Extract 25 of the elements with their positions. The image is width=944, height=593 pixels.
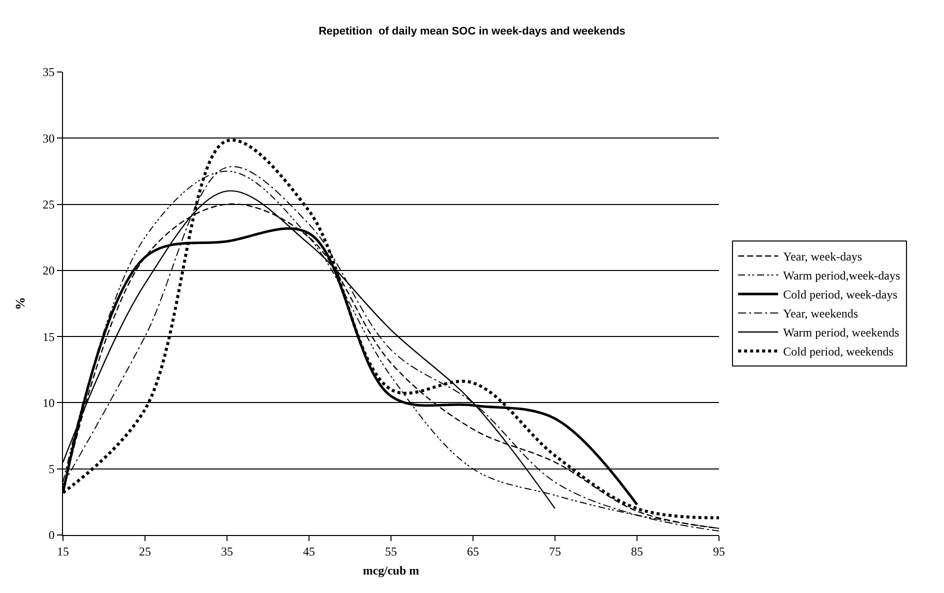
legend-label: Warm period,week-days: [783, 268, 900, 283]
y-tick-label: 0: [48, 528, 55, 542]
legend-label: Year, week-days: [783, 250, 862, 264]
y-tick-label: 30: [42, 131, 55, 146]
y-tick-label: 25: [42, 197, 55, 212]
chart-title: Repetition of daily mean SOC in week-days and weekends: [318, 25, 626, 38]
x-tick-label: 35: [221, 544, 233, 558]
x-axis-title: mcg/cub m: [362, 563, 420, 578]
x-tick-label: 95: [713, 544, 725, 558]
x-tick-label: 85: [631, 544, 643, 558]
x-tick-label: 55: [385, 544, 397, 558]
legend-label: Cold period, week-days: [783, 288, 898, 302]
y-tick-label: 20: [42, 264, 55, 278]
legend-label: Year, weekends: [783, 306, 858, 321]
y-axis-title: %: [12, 297, 28, 310]
x-tick-label: 45: [303, 544, 315, 558]
legend-label: Warm period, weekends: [783, 326, 900, 340]
legend-label: Cold period, weekends: [783, 344, 894, 359]
y-tick-label: 10: [42, 396, 55, 410]
y-tick-label: 35: [42, 65, 55, 80]
y-tick-label: 5: [48, 462, 55, 476]
y-tick-label: 15: [42, 330, 55, 344]
x-tick-label: 25: [139, 544, 151, 558]
x-tick-label: 75: [549, 544, 561, 558]
x-tick-label: 65: [467, 544, 479, 558]
